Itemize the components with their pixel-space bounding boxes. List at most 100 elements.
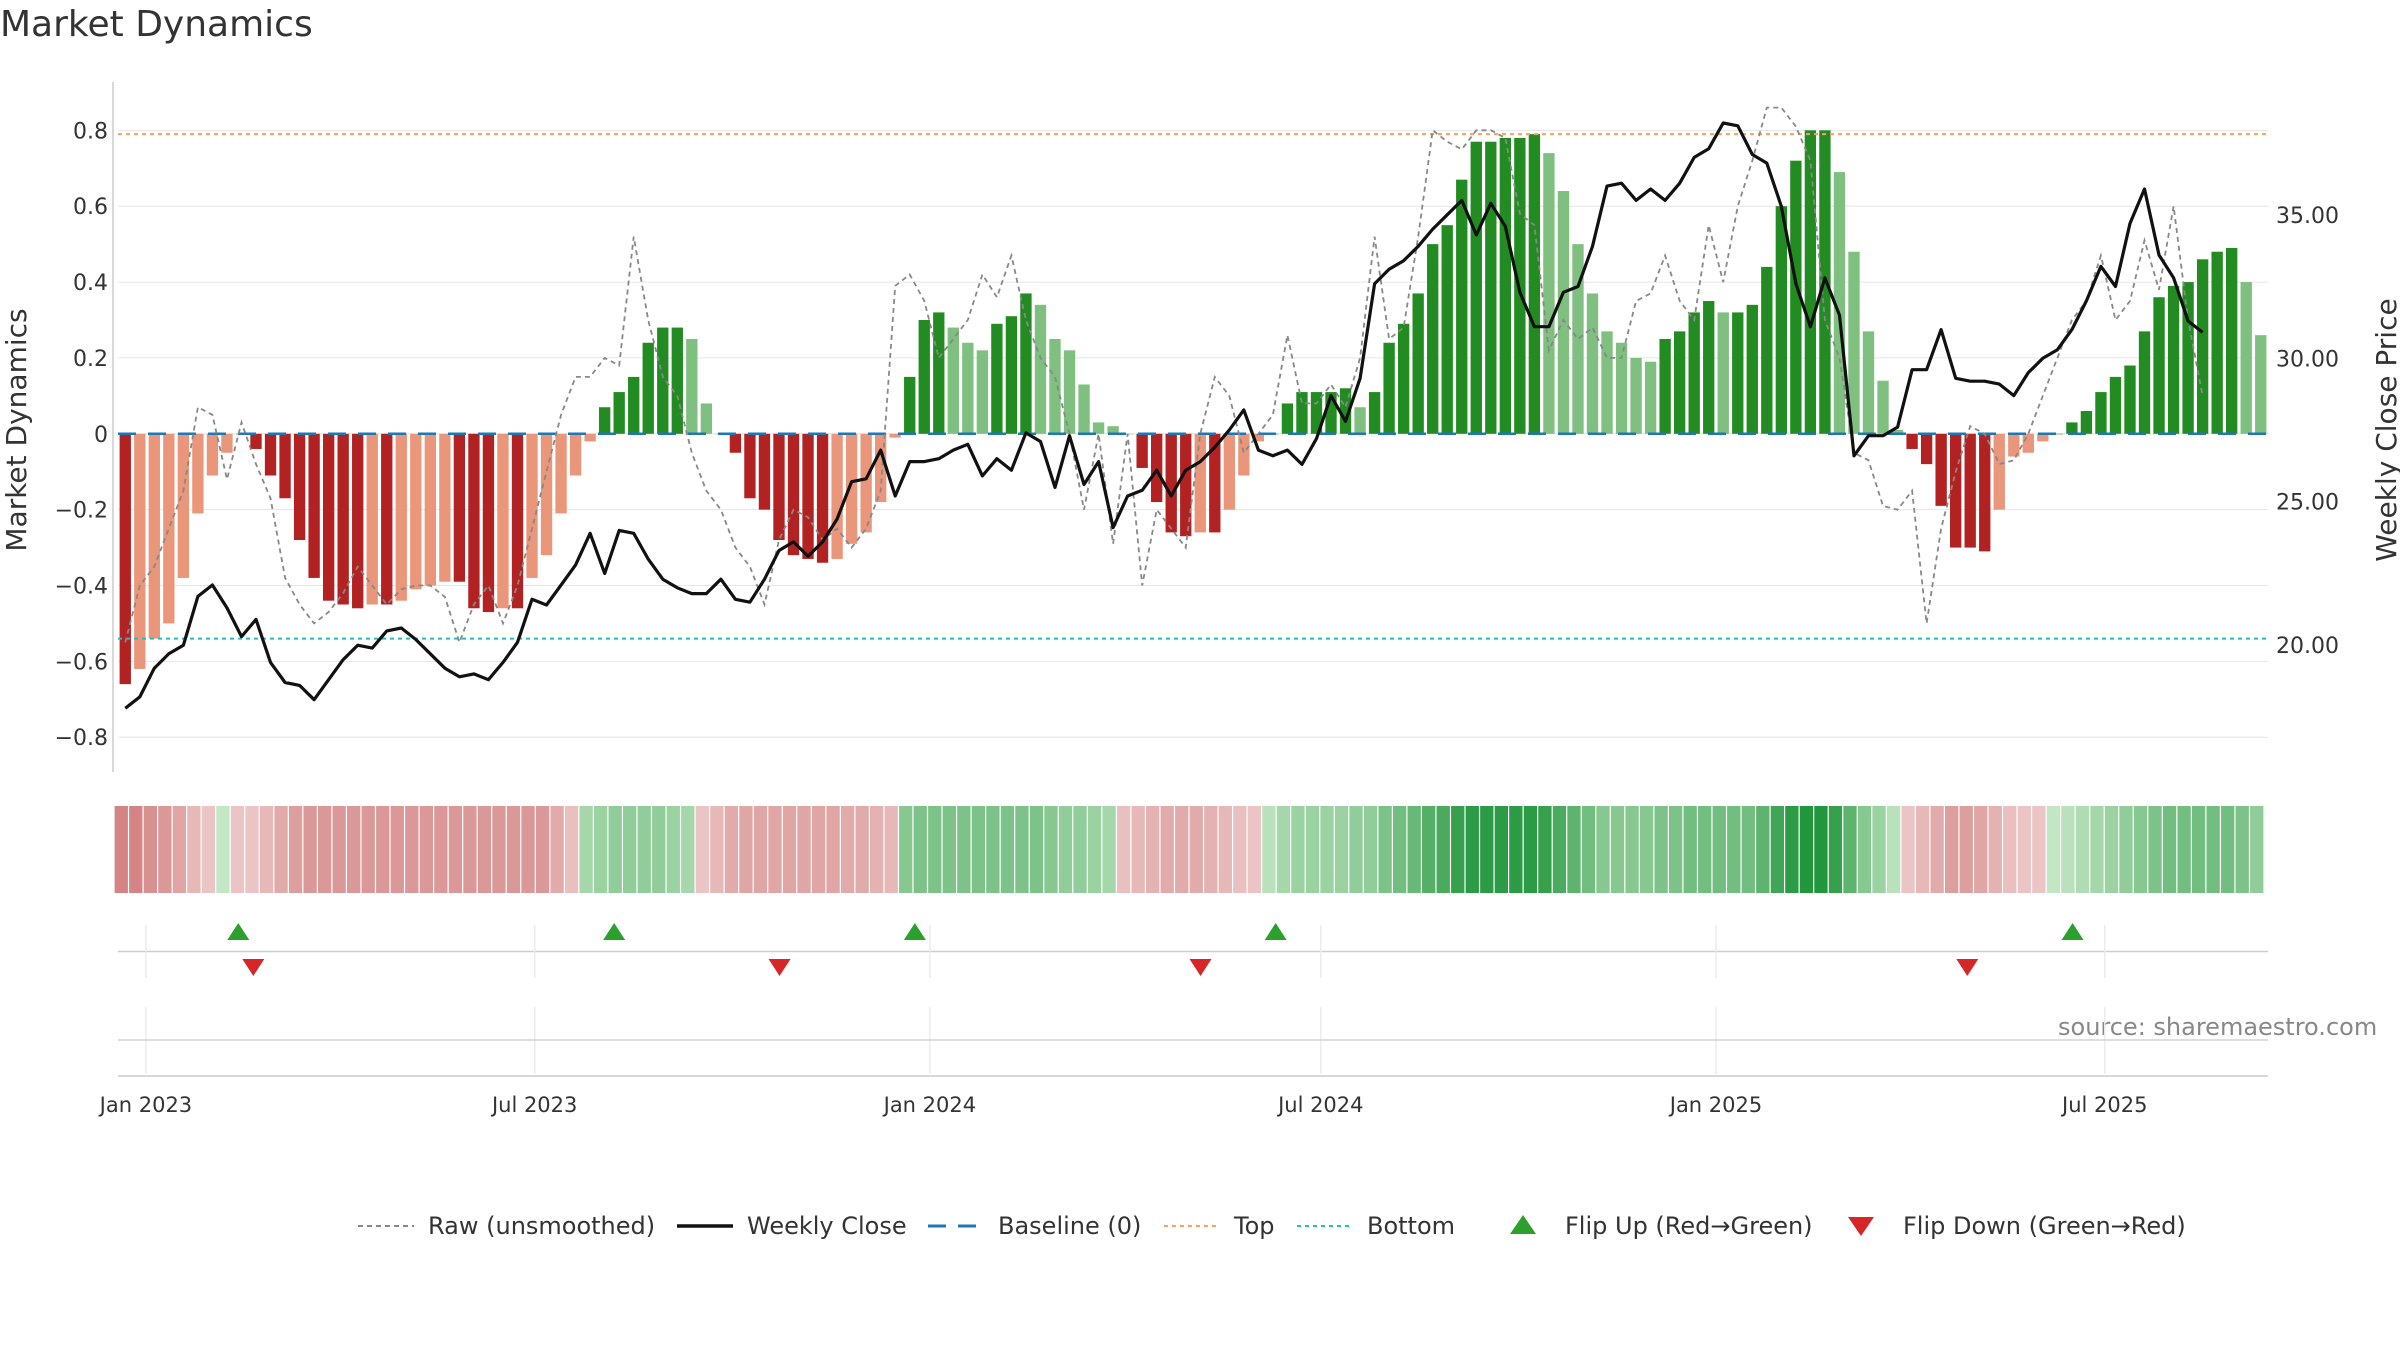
regime-cell — [1639, 806, 1654, 893]
regime-cell — [2148, 806, 2162, 893]
regime-cell — [957, 806, 971, 893]
regime-cell — [1480, 806, 1494, 893]
dynamics-bar — [1644, 361, 1657, 434]
dynamics-bar — [1078, 384, 1090, 434]
regime-cell — [1727, 806, 1741, 893]
dynamics-bar — [1194, 433, 1206, 533]
dynamics-bar — [1325, 392, 1337, 434]
regime-cell — [317, 806, 332, 893]
dynamics-bar — [366, 433, 378, 605]
legend-label: Bottom — [1367, 1212, 1455, 1240]
flip-up-marker — [903, 923, 926, 940]
flip-down-marker — [1189, 959, 1212, 976]
y-tick-label: 0.2 — [73, 347, 108, 372]
dynamics-bar — [468, 433, 480, 609]
dynamics-bar — [424, 433, 436, 586]
regime-cell — [448, 806, 463, 893]
regime-cell — [1204, 806, 1218, 893]
dynamics-bar — [671, 327, 683, 434]
regime-cell — [2191, 806, 2206, 893]
regime-cell — [1857, 806, 1872, 893]
legend-flip-down-swatch — [1848, 1217, 1874, 1236]
y-right-tick-label: 25.00 — [2276, 491, 2339, 516]
legend-label: Weekly Close — [747, 1212, 907, 1240]
dynamics-bar — [352, 433, 364, 609]
dynamics-bar — [1630, 357, 1642, 434]
dynamics-bar — [1688, 312, 1700, 434]
dynamics-bar — [1339, 388, 1352, 434]
regime-cell — [434, 806, 448, 893]
dynamics-bar — [1862, 331, 1875, 434]
y-tick-label: −0.6 — [55, 650, 108, 675]
dynamics-bar — [2080, 411, 2093, 434]
x-tick-label: Jul 2024 — [1276, 1093, 1363, 1117]
dynamics-bar — [1107, 426, 1119, 434]
regime-cell — [593, 806, 608, 893]
regime-cell — [288, 806, 303, 893]
regime-cell — [2133, 806, 2148, 893]
dynamics-bar — [1441, 225, 1453, 434]
dynamics-bar — [1775, 206, 1788, 434]
legend-label: Baseline (0) — [998, 1212, 1141, 1240]
dynamics-bar — [1209, 433, 1221, 533]
dynamics-bar — [395, 433, 407, 601]
dynamics-bar — [497, 433, 509, 609]
regime-cell — [1988, 806, 2002, 893]
dynamics-bar — [221, 433, 233, 453]
dynamics-bar — [1906, 433, 1918, 449]
y-tick-label: −0.8 — [55, 726, 108, 751]
dynamics-bar — [540, 433, 553, 556]
regime-cell — [492, 806, 506, 893]
regime-cell — [1218, 806, 1232, 893]
dynamics-bar — [729, 433, 742, 453]
dynamics-bar — [1673, 331, 1686, 434]
regime-cell — [1610, 806, 1625, 893]
regime-cell — [2104, 806, 2119, 893]
regime-cell — [230, 806, 245, 893]
dynamics-bar — [1848, 251, 1860, 434]
dynamics-bar — [628, 376, 640, 434]
regime-cell — [2003, 806, 2017, 893]
regime-cell — [114, 806, 128, 893]
dynamics-bar — [1703, 301, 1715, 434]
y-tick-label: −0.4 — [55, 575, 108, 600]
dynamics-bar — [657, 327, 669, 434]
regime-cell — [1538, 806, 1552, 893]
regime-cell — [666, 806, 680, 893]
dynamics-bar — [1151, 433, 1163, 503]
dynamics-bar — [1964, 433, 1976, 548]
regime-cell — [1785, 806, 1799, 893]
regime-cell — [2250, 806, 2264, 893]
dynamics-bar — [2051, 433, 2064, 435]
dynamics-bar — [845, 433, 858, 544]
regime-cell — [1334, 806, 1349, 893]
dynamics-bar — [1034, 304, 1047, 434]
regime-cell — [1276, 806, 1291, 893]
dynamics-bar — [1790, 160, 1802, 434]
regime-cell — [884, 806, 898, 893]
dynamics-bar — [2182, 282, 2194, 434]
dynamics-bar — [933, 312, 945, 434]
dynamics-bar — [2196, 259, 2209, 434]
dynamics-bar — [1717, 312, 1729, 434]
dynamics-bar — [1223, 433, 1235, 510]
regime-cell — [347, 806, 361, 893]
dynamics-bar — [1746, 304, 1758, 434]
dynamics-bar — [802, 433, 814, 559]
regime-cell — [1770, 806, 1785, 893]
dynamics-bar — [1732, 312, 1744, 434]
dynamics-bar — [279, 433, 291, 499]
regime-cell — [1392, 806, 1407, 893]
dynamics-bar — [555, 433, 567, 514]
dynamics-bar — [192, 433, 204, 514]
regime-cell — [1320, 806, 1334, 893]
regime-cell — [201, 806, 216, 893]
regime-cell — [1465, 806, 1479, 893]
dynamics-bar — [787, 433, 800, 556]
regime-cell — [332, 806, 346, 893]
dynamics-bar — [1572, 244, 1584, 434]
regime-cell — [463, 806, 477, 893]
dynamics-bar — [598, 407, 611, 434]
regime-cell — [1160, 806, 1174, 893]
source-note: source: sharemaestro.com — [2058, 1013, 2378, 1041]
